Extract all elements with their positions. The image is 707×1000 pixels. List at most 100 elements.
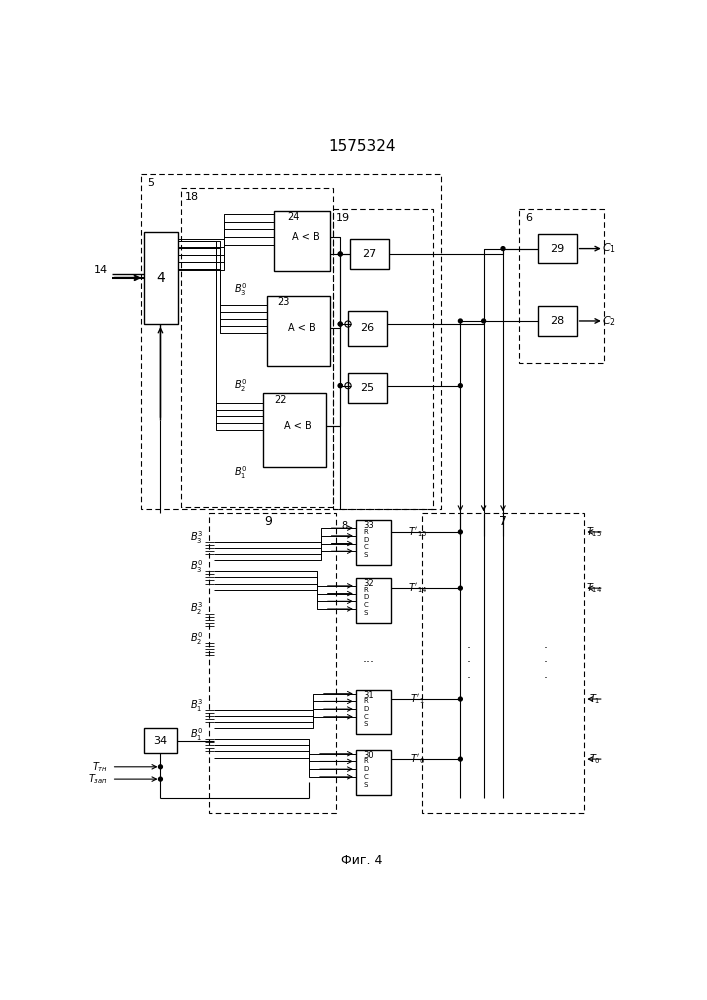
Text: D: D — [363, 594, 368, 600]
Text: $B_2^0$: $B_2^0$ — [233, 377, 247, 394]
Text: $C_2$: $C_2$ — [602, 314, 616, 328]
Text: $T_{14}$: $T_{14}$ — [586, 581, 602, 595]
Text: 26: 26 — [361, 323, 375, 333]
Text: 34: 34 — [153, 736, 168, 746]
Text: 27: 27 — [363, 249, 377, 259]
Circle shape — [481, 319, 486, 323]
Circle shape — [458, 757, 462, 761]
Text: D: D — [363, 766, 368, 772]
Bar — [209, 513, 337, 813]
Text: A < B: A < B — [284, 421, 312, 431]
Bar — [182, 188, 332, 507]
Text: $B_2^0$: $B_2^0$ — [189, 630, 203, 647]
Text: C: C — [363, 714, 368, 720]
Text: 24: 24 — [287, 212, 299, 222]
Circle shape — [501, 247, 505, 251]
Text: $T_{15}$: $T_{15}$ — [586, 525, 602, 539]
Text: R: R — [363, 529, 368, 535]
Bar — [538, 234, 577, 263]
Bar — [144, 232, 177, 324]
Bar — [141, 174, 441, 509]
Text: 7: 7 — [499, 515, 507, 528]
Circle shape — [339, 384, 342, 388]
Text: 4: 4 — [156, 271, 165, 285]
Text: $B_3^0$: $B_3^0$ — [189, 558, 203, 575]
Text: 28: 28 — [550, 316, 564, 326]
Circle shape — [458, 319, 462, 323]
Bar — [518, 209, 604, 363]
Bar — [421, 513, 585, 813]
Bar — [332, 209, 433, 509]
Circle shape — [339, 252, 342, 256]
Text: 1575324: 1575324 — [328, 139, 396, 154]
Text: $T_{тн}$: $T_{тн}$ — [92, 760, 107, 774]
Circle shape — [458, 697, 462, 701]
Text: $T_0$: $T_0$ — [588, 752, 600, 766]
Bar — [274, 211, 330, 271]
Bar — [348, 373, 387, 403]
Text: D: D — [363, 706, 368, 712]
Text: 9: 9 — [264, 515, 272, 528]
Text: 25: 25 — [361, 383, 375, 393]
Text: C: C — [363, 602, 368, 608]
Text: Фиг. 4: Фиг. 4 — [341, 854, 382, 867]
Text: .
.
.: . . . — [466, 638, 470, 680]
Text: 32: 32 — [363, 579, 374, 588]
Bar — [348, 311, 387, 346]
Text: C: C — [363, 774, 368, 780]
Bar — [538, 306, 577, 336]
Circle shape — [458, 530, 462, 534]
Circle shape — [339, 252, 342, 256]
Text: 18: 18 — [185, 192, 199, 202]
Circle shape — [339, 384, 342, 388]
Text: 23: 23 — [277, 297, 290, 307]
Text: $T'_0$: $T'_0$ — [410, 752, 425, 766]
Text: A < B: A < B — [291, 232, 320, 242]
Circle shape — [458, 586, 462, 590]
Text: 31: 31 — [363, 691, 374, 700]
Text: 19: 19 — [336, 213, 350, 223]
Text: R: R — [363, 758, 368, 764]
Text: 6: 6 — [525, 213, 532, 223]
Text: R: R — [363, 587, 368, 593]
Bar — [356, 520, 391, 565]
Circle shape — [158, 777, 163, 781]
Text: 33: 33 — [363, 521, 374, 530]
Circle shape — [158, 765, 163, 769]
Text: $B_2^3$: $B_2^3$ — [190, 601, 203, 617]
Text: ...: ... — [363, 652, 375, 666]
Bar — [356, 690, 391, 734]
Text: S: S — [363, 552, 368, 558]
Bar — [351, 239, 389, 269]
Bar — [356, 750, 391, 795]
Circle shape — [458, 384, 462, 388]
Bar — [356, 578, 391, 623]
Text: $T_{зап}$: $T_{зап}$ — [88, 772, 107, 786]
Text: 30: 30 — [363, 751, 374, 760]
Text: R: R — [363, 698, 368, 704]
Text: $B_1^0$: $B_1^0$ — [233, 464, 247, 481]
Text: $T_1$: $T_1$ — [589, 692, 600, 706]
Text: $B_3^0$: $B_3^0$ — [233, 281, 247, 298]
Text: C: C — [363, 544, 368, 550]
Text: D: D — [363, 537, 368, 543]
Text: $T'_{15}$: $T'_{15}$ — [408, 525, 427, 539]
Text: $B_1^3$: $B_1^3$ — [190, 697, 203, 714]
Bar — [267, 296, 330, 366]
Text: A < B: A < B — [288, 323, 315, 333]
Bar — [263, 393, 327, 466]
Text: $C_1$: $C_1$ — [602, 242, 617, 255]
Text: S: S — [363, 782, 368, 788]
Text: $T'_{14}$: $T'_{14}$ — [408, 581, 428, 595]
Circle shape — [339, 322, 342, 326]
Text: 8: 8 — [341, 521, 347, 531]
Text: $B_1^0$: $B_1^0$ — [189, 726, 203, 743]
Text: 5: 5 — [147, 178, 154, 188]
Text: $B_3^3$: $B_3^3$ — [190, 529, 203, 546]
Text: S: S — [363, 610, 368, 616]
Text: S: S — [363, 721, 368, 727]
Text: $T'_1$: $T'_1$ — [411, 692, 425, 706]
Text: 14: 14 — [93, 265, 107, 275]
Circle shape — [339, 322, 342, 326]
Text: 29: 29 — [550, 244, 564, 254]
